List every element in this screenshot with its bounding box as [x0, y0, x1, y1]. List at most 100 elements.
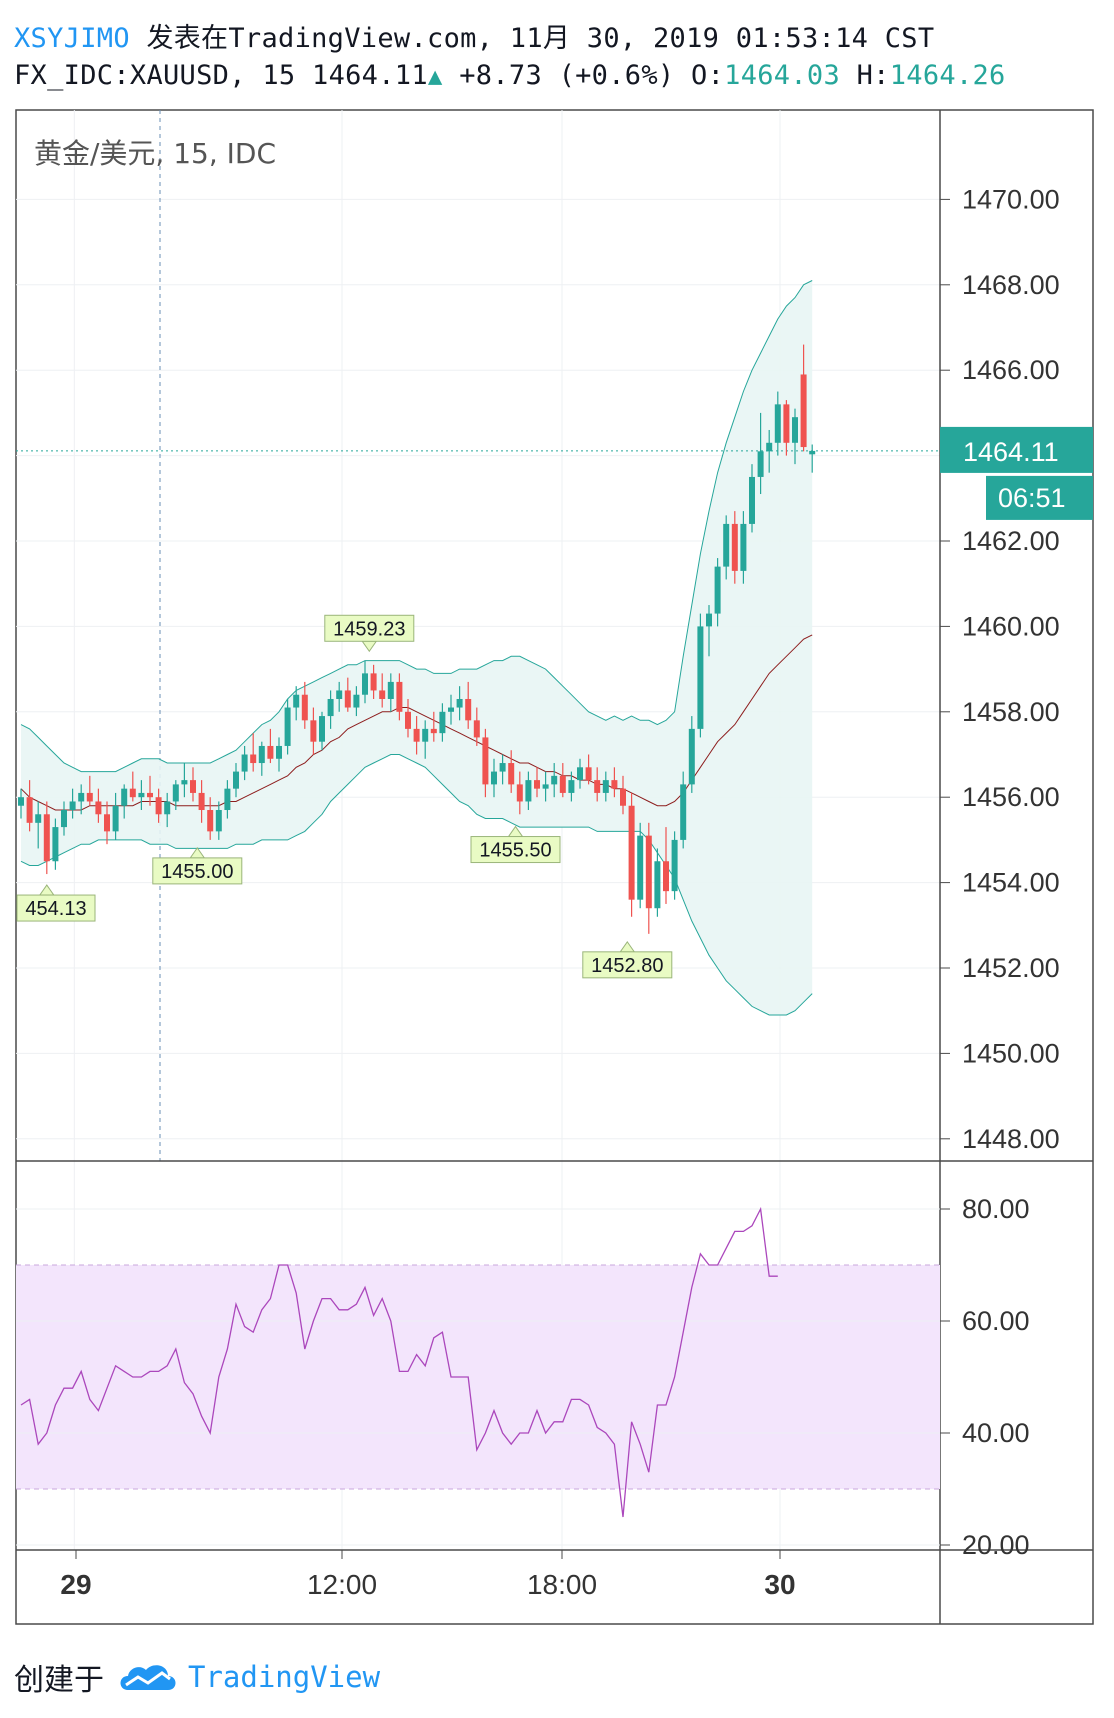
candle [534, 767, 540, 798]
candle [233, 763, 239, 798]
price-label-text: 1455.00 [161, 861, 233, 883]
candle-body [353, 694, 360, 708]
candle [422, 720, 429, 759]
candle-body [585, 767, 592, 781]
candle [129, 771, 136, 802]
candle-body [551, 775, 558, 785]
candle-body [52, 827, 59, 862]
candle [190, 767, 196, 802]
candle [749, 464, 755, 533]
candle-body [645, 835, 652, 909]
candle [697, 613, 704, 738]
publish-header: XSYJIMO 发表在TradingView.com, 11月 30, 2019… [14, 16, 934, 55]
candle-body [18, 797, 24, 806]
candle-body [224, 788, 231, 811]
candle [69, 788, 76, 819]
candle [688, 716, 695, 793]
published-text: 发表在TradingView.com, 11月 30, 2019 01:53:1… [146, 23, 935, 54]
candle-body [611, 780, 618, 789]
candle-body [35, 814, 42, 823]
countdown-timer: 06:51 [998, 483, 1066, 513]
candle [387, 673, 394, 712]
candle [405, 698, 411, 738]
time-axis-label: 29 [60, 1569, 91, 1600]
candle-body [706, 613, 712, 627]
candle [671, 831, 678, 900]
candle [293, 686, 300, 721]
price-axis-label: 1468.00 [962, 270, 1060, 300]
rsi-axis-label: 20.00 [962, 1530, 1030, 1560]
price-label-box [152, 857, 243, 885]
candle-body [172, 784, 179, 802]
bollinger-lower-line [20, 754, 813, 1016]
current-price-box [940, 426, 1093, 473]
candle-body [95, 801, 102, 815]
change-value: +8.73 [459, 60, 542, 91]
candle-body [628, 805, 635, 900]
candle-body [181, 780, 188, 785]
candle [654, 848, 661, 917]
candle-body [568, 780, 575, 793]
candle [585, 754, 592, 785]
candle [525, 771, 532, 811]
candle [516, 771, 523, 815]
candle [344, 677, 351, 712]
price-axis-label: 1458.00 [962, 697, 1060, 727]
candle-body [250, 754, 257, 764]
candle-body [78, 792, 85, 802]
candle-body [491, 771, 497, 785]
candle-body [362, 673, 368, 695]
candle [215, 801, 222, 840]
candle-body [688, 728, 695, 785]
candle [319, 711, 325, 751]
candle-body [422, 728, 429, 742]
candle-body [267, 745, 274, 759]
countdown-box [986, 475, 1093, 520]
time-axis-label: 12:00 [307, 1569, 377, 1600]
price-axis-label: 1470.00 [962, 184, 1060, 214]
tradingview-brand-link[interactable]: TradingView [188, 1660, 381, 1694]
price-axis-label: 1448.00 [962, 1124, 1060, 1154]
candle-body [121, 788, 128, 806]
price-axis-label: 1454.00 [962, 868, 1060, 898]
candle [499, 754, 506, 785]
candle-body [749, 476, 755, 524]
high-value: 1464.26 [889, 60, 1006, 91]
rsi-line [20, 1206, 778, 1518]
up-arrow-icon: ▲ [427, 62, 443, 90]
candle-body [61, 810, 67, 828]
candle-body [473, 720, 480, 738]
candle-body [396, 681, 403, 712]
footer: 创建于 TradingView [14, 1655, 380, 1699]
candle [138, 780, 145, 811]
symbol-line: FX_IDC:XAUUSD, 15 [14, 60, 296, 91]
candle [508, 750, 515, 793]
candle [86, 775, 93, 806]
candle [172, 780, 179, 811]
candle [379, 673, 386, 708]
candle-body [301, 694, 308, 721]
tradingview-logo-icon [120, 1665, 176, 1690]
candle-body [147, 792, 153, 798]
chart-canvas[interactable]: 454.13 1455.00 1459.23 1455.50 1452.80 黄金/美元,… [0, 0, 1114, 1640]
candle-body [258, 745, 265, 764]
candle [155, 788, 162, 823]
change-percent: (+0.6%) [558, 60, 675, 91]
candle [164, 792, 171, 828]
candle [491, 758, 497, 798]
candle-body [276, 745, 282, 759]
candle [241, 745, 248, 781]
candle-body [482, 737, 489, 785]
price-axis-label: 1456.00 [962, 782, 1060, 812]
candle [439, 703, 446, 742]
current-price-value: 1464.11 [963, 437, 1059, 467]
author-link[interactable]: XSYJIMO [14, 23, 130, 54]
candle [723, 515, 730, 580]
candle [284, 698, 291, 755]
candle-body [714, 566, 721, 614]
candle-body [456, 698, 463, 708]
candle [792, 408, 798, 465]
rsi-axis-label: 80.00 [962, 1194, 1030, 1224]
candle-body [86, 792, 93, 802]
candle-body [516, 784, 523, 802]
